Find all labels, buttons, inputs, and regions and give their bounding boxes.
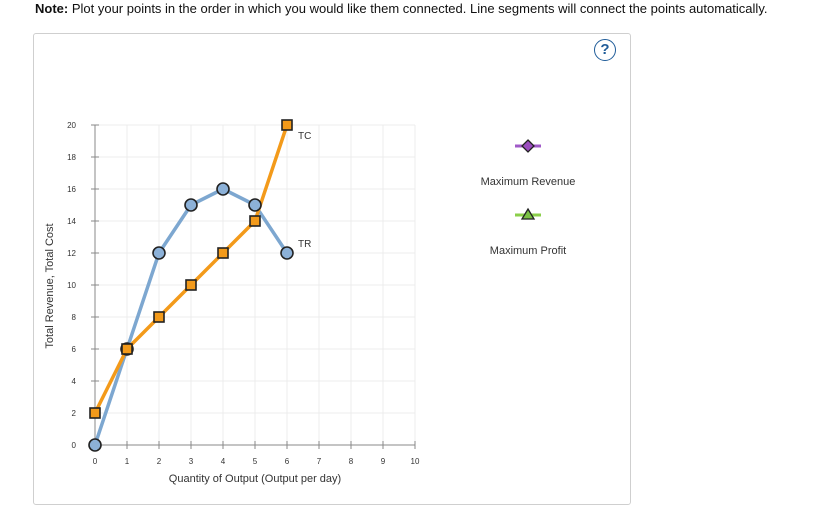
x-tick-label: 5 — [253, 457, 258, 466]
tc-series-label: TC — [298, 131, 311, 142]
tc-point-marker[interactable] — [89, 407, 101, 419]
y-tick-label: 16 — [67, 185, 76, 194]
tr-point-marker[interactable] — [216, 182, 230, 196]
y-tick-label: 0 — [72, 441, 77, 450]
tc-point-marker[interactable] — [281, 119, 293, 131]
tc-point-marker[interactable] — [249, 215, 261, 227]
x-axis-label: Quantity of Output (Output per day) — [169, 473, 341, 485]
tr-point-marker[interactable] — [152, 246, 166, 260]
x-tick-label: 9 — [381, 457, 386, 466]
tr-point-marker[interactable] — [184, 198, 198, 212]
legend-max-profit-label: Maximum Profit — [490, 245, 566, 257]
x-tick-label: 1 — [125, 457, 130, 466]
series-labels: TC TR — [298, 131, 311, 250]
x-tick-label: 7 — [317, 457, 322, 466]
tr-point-marker[interactable] — [280, 246, 294, 260]
help-button[interactable]: ? — [594, 39, 616, 61]
graph-panel — [33, 33, 631, 505]
x-tick-label: 4 — [221, 457, 226, 466]
y-tick-label: 10 — [67, 281, 76, 290]
tc-point-marker[interactable] — [217, 247, 229, 259]
note-text: Plot your points in the order in which y… — [68, 1, 768, 16]
x-tick-label: 2 — [157, 457, 162, 466]
y-tick-label: 14 — [67, 217, 76, 226]
y-tick-label: 20 — [67, 121, 76, 130]
tr-series-label: TR — [298, 239, 311, 250]
legend-max-revenue-label: Maximum Revenue — [481, 176, 576, 188]
y-axis-label: Total Revenue, Total Cost — [44, 223, 56, 348]
tc-point-marker[interactable] — [153, 311, 165, 323]
y-tick-label: 4 — [72, 377, 77, 386]
grid-lines — [95, 124, 416, 445]
tc-point-marker[interactable] — [121, 343, 133, 355]
triangle-icon[interactable] — [520, 207, 536, 220]
x-tick-label: 3 — [189, 457, 194, 466]
tc-point-marker[interactable] — [185, 279, 197, 291]
x-tick-label: 0 — [93, 457, 98, 466]
x-tick-label: 8 — [349, 457, 354, 466]
diamond-icon[interactable] — [521, 139, 535, 153]
y-tick-label: 8 — [72, 313, 77, 322]
tr-point-marker[interactable] — [248, 198, 262, 212]
y-tick-label: 2 — [72, 409, 77, 418]
y-tick-label: 12 — [67, 249, 76, 258]
x-tick-label: 10 — [411, 457, 420, 466]
note-label: Note: — [35, 1, 69, 16]
tr-point-marker[interactable] — [88, 438, 102, 452]
y-tick-label: 18 — [67, 153, 76, 162]
instruction-note: Note: Plot your points in the order in w… — [35, 1, 767, 16]
x-tick-label: 6 — [285, 457, 290, 466]
y-tick-label: 6 — [72, 345, 77, 354]
series-markers[interactable] — [88, 119, 294, 452]
legend[interactable]: Maximum Revenue Maximum Profit — [481, 139, 576, 257]
